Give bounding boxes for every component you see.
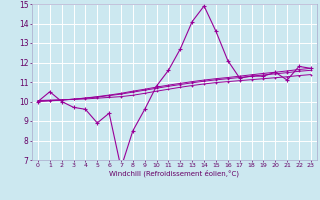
X-axis label: Windchill (Refroidissement éolien,°C): Windchill (Refroidissement éolien,°C) [109, 170, 239, 177]
